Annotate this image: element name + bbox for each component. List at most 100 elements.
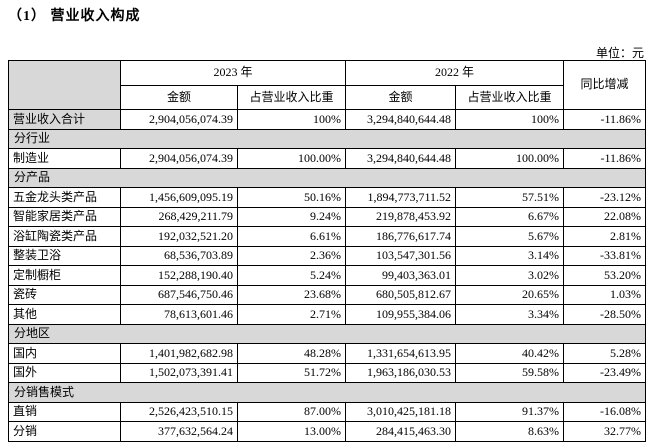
- row-label: 制造业: [8, 148, 121, 169]
- table-row: 直销 2,526,423,510.15 87.00% 3,010,425,181.18…: [8, 401, 647, 422]
- table-row: 营业收入合计 2,904,056,074.39 100% 3,294,840,644.…: [8, 109, 647, 130]
- amount-2023: 2,904,056,074.39: [120, 109, 238, 130]
- pct-2023: 48.28%: [236, 343, 347, 364]
- yoy-change: 53.20%: [563, 265, 647, 286]
- yoy-change: -16.08%: [563, 401, 647, 422]
- pct-2022: 57.51%: [455, 187, 565, 208]
- row-label: 分销: [8, 421, 121, 442]
- pct-2023: 51.72%: [236, 362, 347, 383]
- section-row: 分地区: [7, 323, 647, 344]
- section-row: 分销售模式: [7, 382, 647, 403]
- unit-label: 单位：元: [595, 46, 644, 60]
- pct-2022: 20.65%: [455, 284, 565, 305]
- pct-2023: 2.36%: [236, 245, 347, 266]
- row-label: 国内: [8, 343, 121, 364]
- yoy-change: -11.86%: [563, 109, 647, 130]
- pct-2022: 8.63%: [455, 421, 565, 442]
- amount-2023: 68,536,703.89: [120, 245, 238, 266]
- header-amount-2023: 金额: [120, 85, 238, 110]
- amount-2022: 3,010,425,181.18: [345, 401, 457, 422]
- amount-2023: 152,288,190.40: [120, 265, 238, 286]
- table-row: 制造业 2,904,056,074.39 100.00% 3,294,840,644.…: [8, 148, 647, 169]
- pct-2022: 3.14%: [455, 245, 565, 266]
- table-row: 五金龙头类产品 1,456,609,095.19 50.16% 1,894,773,7…: [8, 187, 647, 208]
- yoy-change: 32.77%: [563, 421, 647, 442]
- header-yoy-change: 同比增减: [563, 60, 647, 110]
- amount-2022: 680,505,812.67: [345, 284, 457, 305]
- yoy-change: 2.81%: [563, 226, 647, 247]
- amount-2022: 186,776,617.74: [345, 226, 457, 247]
- row-label: 营业收入合计: [8, 109, 121, 130]
- pct-2022: 59.58%: [455, 362, 565, 383]
- section-label: 分销售模式: [7, 382, 647, 403]
- yoy-change: -33.81%: [563, 245, 647, 266]
- amount-2022: 103,547,301.56: [345, 245, 457, 266]
- yoy-change: -28.50%: [563, 304, 647, 325]
- pct-2022: 100.00%: [455, 148, 565, 169]
- pct-2022: 100%: [455, 109, 565, 130]
- amount-2023: 1,456,609,095.19: [120, 187, 238, 208]
- yoy-change: 22.08%: [563, 206, 647, 227]
- table-row: 国内 1,401,982,682.98 48.28% 1,331,654,613.95…: [8, 343, 647, 364]
- revenue-table-body: 营业收入合计 2,904,056,074.39 100% 3,294,840,644.…: [7, 109, 647, 442]
- amount-2023: 78,613,601.46: [120, 304, 238, 325]
- yoy-change: 5.28%: [563, 343, 647, 364]
- table-row: 瓷砖 687,546,750.46 23.68% 680,505,812.67 20.6…: [8, 284, 647, 305]
- table-row: 定制橱柜 152,288,190.40 5.24% 99,403,363.01 3.02…: [8, 265, 647, 286]
- page-title: （1） 营业收入构成: [8, 9, 141, 24]
- amount-2023: 1,502,073,391.41: [120, 362, 238, 383]
- table-row: 智能家居类产品 268,429,211.79 9.24% 219,878,453.92…: [8, 206, 647, 227]
- amount-2022: 219,878,453.92: [345, 206, 457, 227]
- amount-2023: 377,632,564.24: [120, 421, 238, 442]
- pct-2022: 91.37%: [455, 401, 565, 422]
- amount-2022: 109,955,384.06: [345, 304, 457, 325]
- amount-2022: 1,963,186,030.53: [345, 362, 457, 383]
- pct-2023: 2.71%: [236, 304, 347, 325]
- amount-2023: 2,904,056,074.39: [120, 148, 238, 169]
- pct-2022: 40.42%: [455, 343, 565, 364]
- amount-2023: 192,032,521.20: [120, 226, 238, 247]
- section-label: 分行业: [7, 128, 647, 149]
- amount-2022: 3,294,840,644.48: [345, 148, 457, 169]
- amount-2022: 1,331,654,613.95: [345, 343, 457, 364]
- row-label: 国外: [8, 362, 121, 383]
- header-pct-2022: 占营业收入比重: [455, 85, 565, 110]
- pct-2023: 100%: [236, 109, 347, 130]
- table-row: 整装卫浴 68,536,703.89 2.36% 103,547,301.56 3.14…: [8, 245, 647, 266]
- section-label: 分地区: [7, 323, 647, 344]
- section-label: 分产品: [7, 167, 647, 188]
- header-corner-cell: [8, 60, 121, 110]
- row-label: 智能家居类产品: [8, 206, 121, 227]
- table-row: 其他 78,613,601.46 2.71% 109,955,384.06 3.34% -…: [8, 304, 647, 325]
- pct-2023: 13.00%: [236, 421, 347, 442]
- row-label: 浴缸陶瓷类产品: [8, 226, 121, 247]
- header-year-2022: 2022 年: [345, 60, 565, 86]
- revenue-composition-table: 2023 年 2022 年 同比增减 金额 占营业收入比重 金额 占营业收入比重…: [7, 60, 647, 442]
- header-year-2023: 2023 年: [119, 60, 347, 86]
- pct-2023: 9.24%: [236, 206, 347, 227]
- yoy-change: -23.12%: [563, 187, 647, 208]
- pct-2022: 6.67%: [455, 206, 565, 227]
- row-label: 直销: [8, 401, 121, 422]
- amount-2023: 1,401,982,682.98: [120, 343, 238, 364]
- pct-2023: 23.68%: [236, 284, 347, 305]
- row-label: 整装卫浴: [8, 245, 121, 266]
- header-row-measures: 金额 占营业收入比重 金额 占营业收入比重: [9, 85, 646, 110]
- amount-2022: 3,294,840,644.48: [345, 109, 457, 130]
- section-row: 分产品: [7, 167, 647, 188]
- pct-2023: 5.24%: [236, 265, 347, 286]
- table-row: 国外 1,502,073,391.41 51.72% 1,963,186,030.53…: [8, 362, 647, 383]
- section-row: 分行业: [7, 128, 647, 149]
- row-label: 定制橱柜: [8, 265, 121, 286]
- row-label: 瓷砖: [8, 284, 121, 305]
- pct-2023: 87.00%: [236, 401, 347, 422]
- table-row: 分销 377,632,564.24 13.00% 284,415,463.30 8.63…: [8, 421, 647, 442]
- row-label: 其他: [8, 304, 121, 325]
- amount-2023: 268,429,211.79: [120, 206, 238, 227]
- header-pct-2023: 占营业收入比重: [236, 85, 347, 110]
- amount-2022: 284,415,463.30: [345, 421, 457, 442]
- pct-2023: 50.16%: [236, 187, 347, 208]
- yoy-change: -11.86%: [563, 148, 647, 169]
- amount-2023: 687,546,750.46: [120, 284, 238, 305]
- pct-2023: 6.61%: [236, 226, 347, 247]
